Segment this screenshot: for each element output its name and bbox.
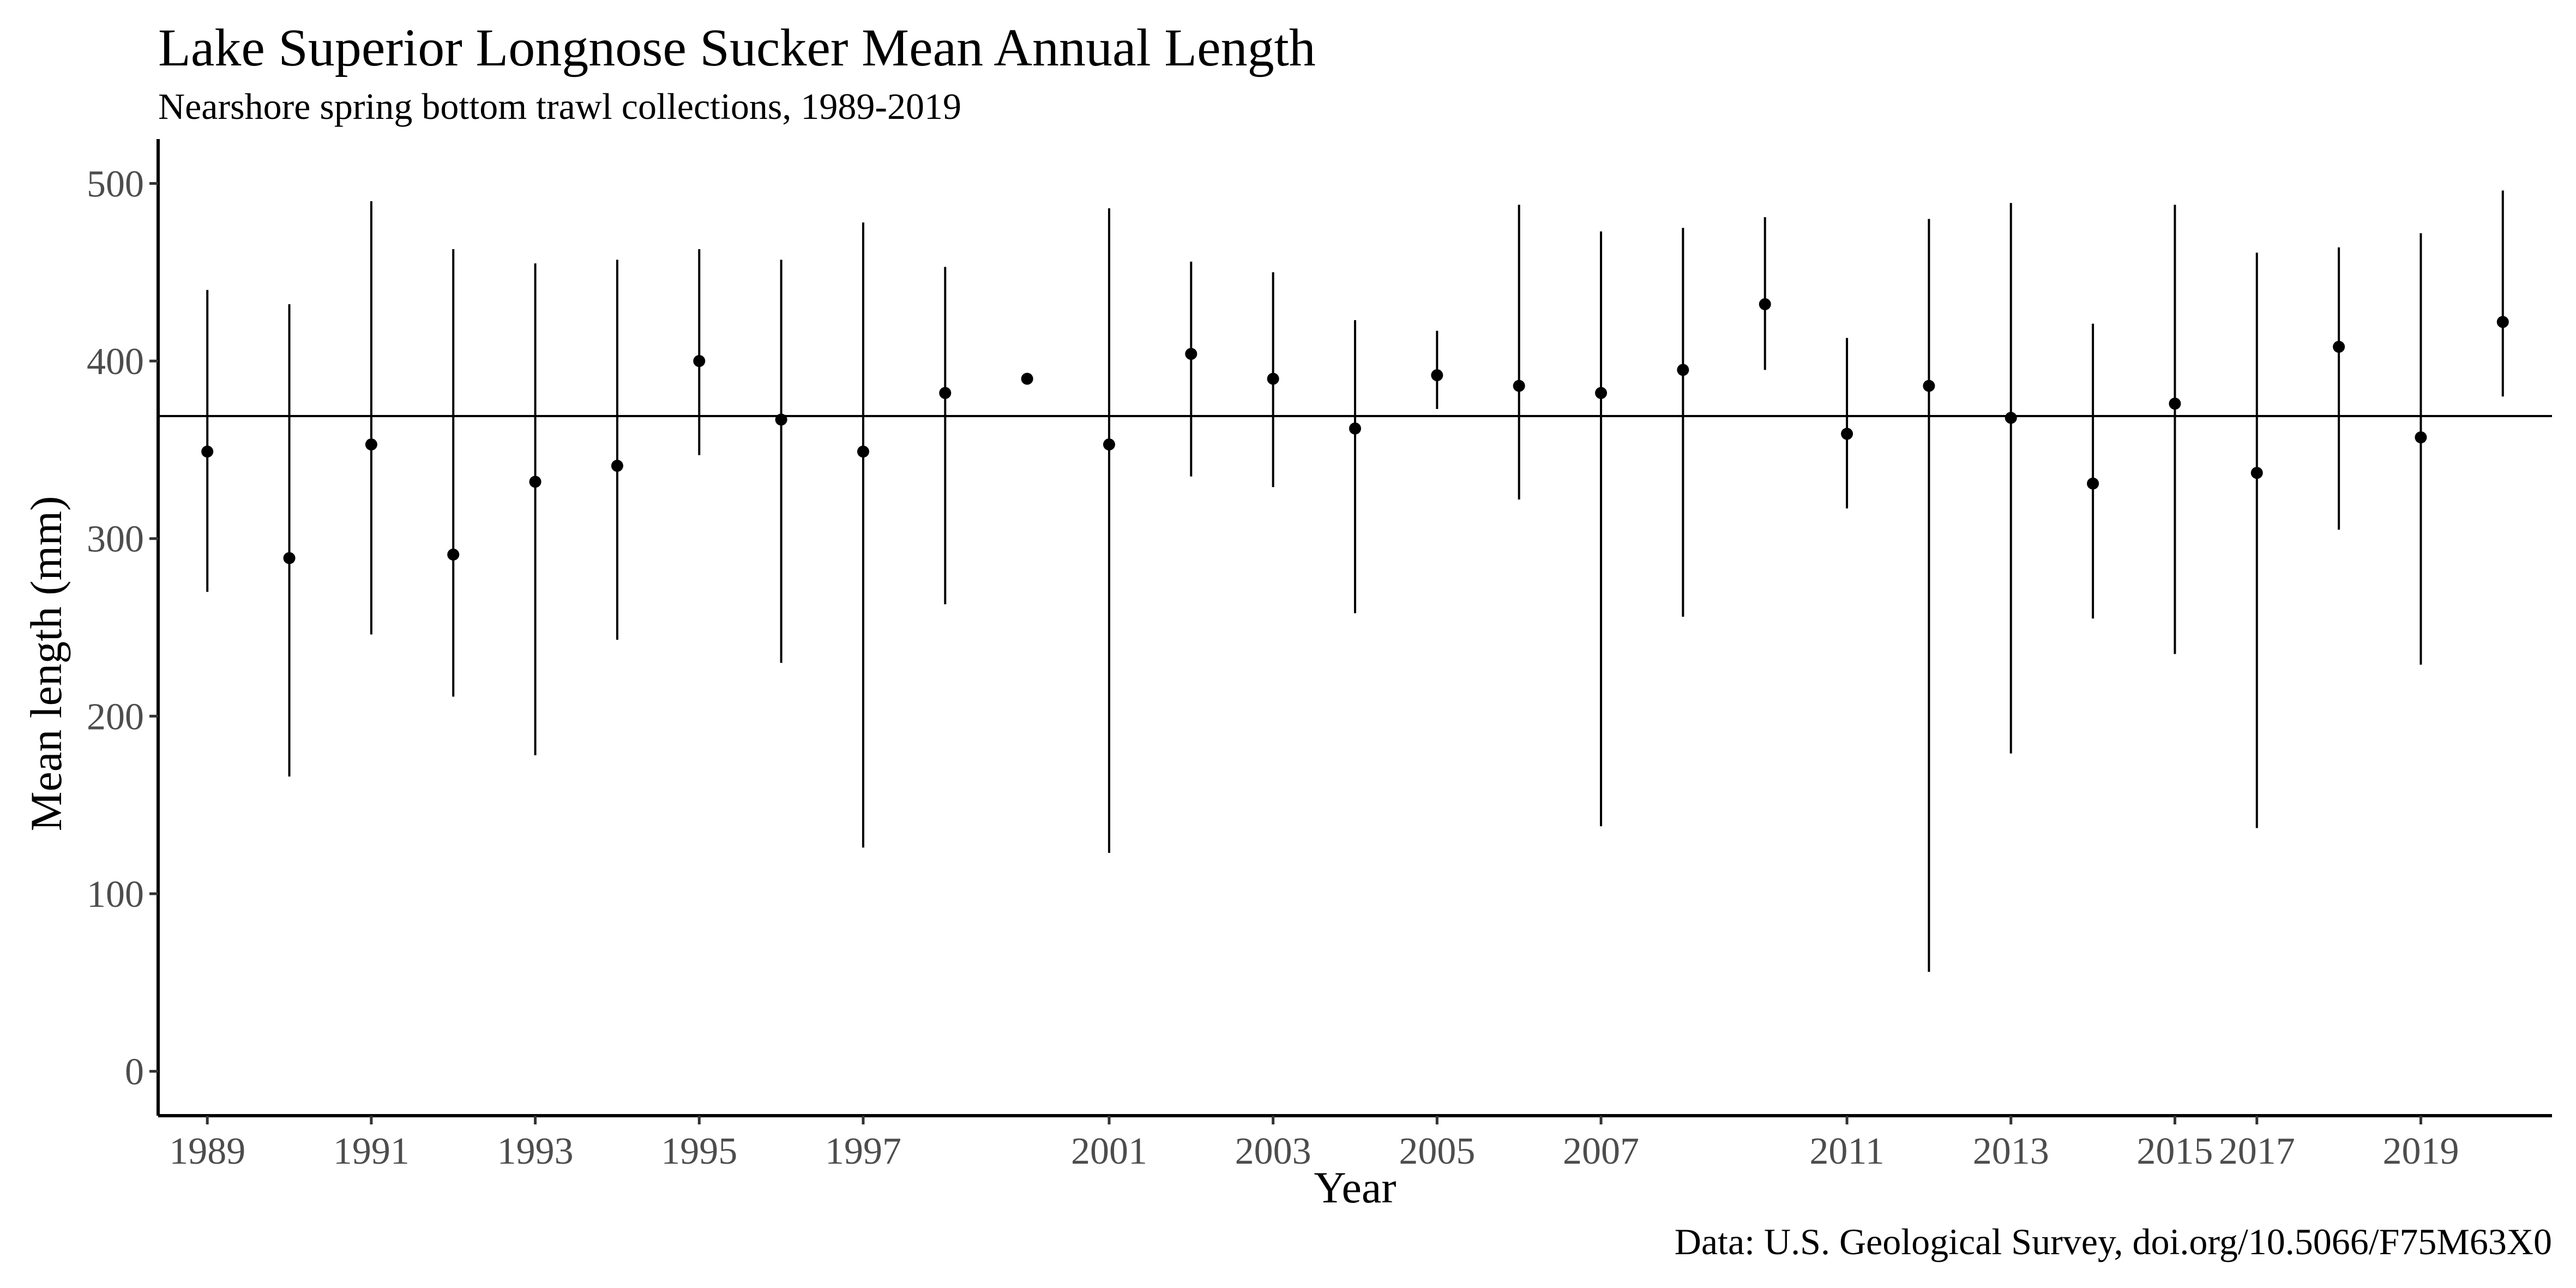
data-point — [1021, 372, 1033, 385]
plot-area: 0 100 200 300 400 500 1989 1991 1993 1995 1997 2001… — [87, 139, 2552, 1172]
data-point — [1267, 372, 1279, 385]
data-point — [857, 446, 869, 458]
data-point — [2333, 340, 2345, 353]
data-point — [1513, 380, 1525, 392]
chart-title: Lake Superior Longnose Sucker Mean Annua… — [158, 19, 1316, 77]
data-point — [447, 548, 460, 561]
y-tick-label: 0 — [125, 1051, 144, 1093]
data-point — [529, 476, 541, 488]
data-point — [2250, 467, 2263, 479]
data-point — [201, 446, 214, 458]
chart-subtitle: Nearshore spring bottom trawl collection… — [158, 86, 961, 127]
x-tick-label: 2019 — [2382, 1130, 2459, 1172]
chart-caption: Data: U.S. Geological Survey, doi.org/10… — [1675, 1221, 2552, 1262]
data-point — [2005, 412, 2017, 424]
x-tick-label: 1997 — [825, 1130, 901, 1172]
data-point — [283, 552, 296, 564]
data-point — [1923, 380, 1935, 392]
x-tick-label: 1993 — [497, 1130, 574, 1172]
x-tick-label: 2015 — [2136, 1130, 2213, 1172]
data-point — [365, 438, 377, 451]
x-tick-label: 2007 — [1563, 1130, 1639, 1172]
data-point — [1759, 298, 1771, 310]
x-axis-title: Year — [1314, 1163, 1396, 1212]
y-tick-label: 500 — [87, 163, 144, 205]
data-point — [1841, 428, 1853, 440]
data-point — [693, 355, 706, 368]
x-tick-label: 2017 — [2219, 1130, 2295, 1172]
data-point — [2087, 477, 2099, 490]
data-point — [611, 460, 623, 472]
data-point — [2415, 431, 2427, 444]
y-axis-title: Mean length (mm) — [21, 496, 71, 832]
x-tick-label: 1989 — [169, 1130, 245, 1172]
data-point — [2496, 316, 2509, 328]
data-point — [1185, 348, 1197, 360]
data-point — [1595, 387, 1608, 399]
data-point — [775, 413, 787, 426]
x-tick-label: 2005 — [1399, 1130, 1475, 1172]
y-tick-label: 400 — [87, 341, 144, 383]
data-point — [1431, 369, 1443, 382]
y-tick-label: 100 — [87, 874, 144, 916]
data-point — [1349, 422, 1361, 435]
data-point — [939, 387, 952, 399]
x-tick-label: 2013 — [1973, 1130, 2049, 1172]
x-tick-label: 1995 — [661, 1130, 737, 1172]
data-point — [1677, 364, 1689, 376]
data-point — [2169, 398, 2181, 410]
y-tick-label: 200 — [87, 696, 144, 738]
x-tick-label: 2011 — [1809, 1130, 1884, 1172]
y-tick-label: 300 — [87, 519, 144, 561]
x-tick-label: 2003 — [1235, 1130, 1311, 1172]
x-tick-label: 1991 — [333, 1130, 410, 1172]
data-point — [1103, 438, 1115, 451]
x-tick-label: 2001 — [1071, 1130, 1147, 1172]
